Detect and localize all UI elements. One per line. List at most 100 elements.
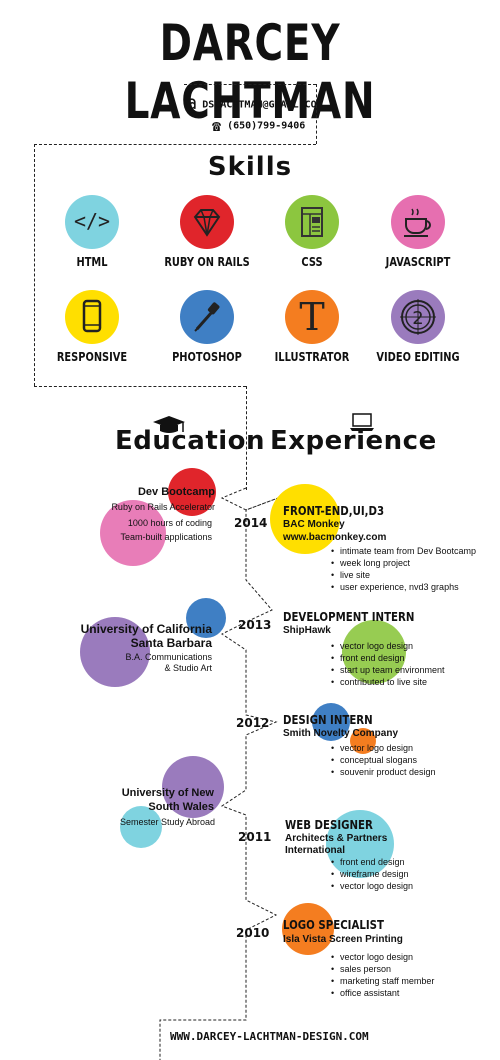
job-title: DEVELOPMENT INTERN	[283, 610, 415, 624]
job-title: FRONT-END,UI,D3	[283, 504, 385, 518]
skill-label: CSS	[301, 255, 323, 269]
coffee-cup-icon	[391, 195, 445, 249]
list-item: intimate team from Dev Bootcamp	[331, 545, 476, 557]
list-item: user experience, nvd3 graphs	[331, 581, 476, 593]
company-name: Architects & Partners	[285, 833, 388, 844]
film-countdown-icon: 2	[391, 290, 445, 344]
at-sign-icon: @	[186, 95, 197, 115]
list-item: vector logo design	[331, 742, 436, 754]
list-item: week long project	[331, 557, 476, 569]
year-label: 2014	[234, 516, 268, 530]
list-item: souvenir product design	[331, 766, 436, 778]
skill-illustrator: T ILLUSTRATOR	[257, 290, 367, 364]
year-label: 2013	[238, 618, 272, 632]
education-detail: Semester Study Abroad	[119, 817, 215, 827]
list-item: vector logo design	[331, 951, 434, 963]
skill-label: ILLUSTRATOR	[274, 350, 350, 364]
list-item: live site	[331, 569, 476, 581]
education-detail: Team-built applications	[120, 532, 212, 542]
education-dot	[162, 756, 224, 818]
skill-label: HTML	[76, 255, 108, 269]
dashed-path	[34, 144, 35, 386]
education-detail: B.A. Communications	[125, 652, 212, 662]
year-label: 2011	[238, 830, 272, 844]
skill-label: VIDEO EDITING	[376, 350, 460, 364]
company-name: BAC Monkey	[283, 519, 345, 530]
dashed-path	[246, 386, 247, 490]
list-item: vector logo design	[331, 880, 413, 892]
list-item: start up team environment	[331, 664, 445, 676]
education-dot	[168, 468, 216, 516]
education-dot	[100, 500, 166, 566]
list-item: office assistant	[331, 987, 434, 999]
job-title: LOGO SPECIALIST	[283, 918, 384, 932]
phone-row: ☎ (650)799-9406	[212, 117, 305, 135]
layout-icon	[285, 195, 339, 249]
job-title: WEB DESIGNER	[285, 818, 373, 832]
company-name: Isla Vista Screen Printing	[283, 934, 403, 945]
eyedropper-icon	[180, 290, 234, 344]
phone-text[interactable]: (650)799-9406	[227, 120, 306, 132]
experience-bullets: front end design wireframe design vector…	[330, 856, 413, 892]
experience-bullets: vector logo design conceptual slogans so…	[330, 742, 436, 778]
dashed-path	[184, 84, 316, 85]
skill-video-editing: 2 VIDEO EDITING	[363, 290, 473, 364]
education-dot	[120, 806, 162, 848]
skill-html: </> HTML	[37, 195, 147, 269]
svg-text:2: 2	[412, 308, 423, 329]
education-name: South Wales	[148, 801, 214, 813]
skill-javascript: JAVASCRIPT	[363, 195, 473, 269]
experience-bullets: vector logo design front end design star…	[330, 640, 445, 688]
education-detail: & Studio Art	[164, 663, 212, 673]
experience-dot	[282, 903, 334, 955]
code-icon: </>	[65, 195, 119, 249]
list-item: conceptual slogans	[331, 754, 436, 766]
skill-label: RUBY ON RAILS	[164, 255, 250, 269]
list-item: sales person	[331, 963, 434, 975]
telephone-icon: ☎	[212, 117, 222, 135]
skill-label: JAVASCRIPT	[385, 255, 451, 269]
email-text[interactable]: DSLACHTMAN@GMAIL.COM	[202, 99, 323, 111]
skill-photoshop: PHOTOSHOP	[152, 290, 262, 364]
list-item: vector logo design	[331, 640, 445, 652]
company-name: International	[285, 845, 346, 856]
company-name: ShipHawk	[283, 625, 331, 636]
education-name: University of California	[80, 622, 212, 636]
list-item: contributed to live site	[331, 676, 445, 688]
phone-icon	[65, 290, 119, 344]
letter-t-icon: T	[285, 290, 339, 344]
education-detail: 1000 hours of coding	[127, 518, 212, 528]
company-link[interactable]: www.bacmonkey.com	[283, 532, 387, 543]
company-name: Smith Novelty Company	[283, 728, 399, 739]
dashed-path	[316, 84, 317, 144]
education-title: Education	[115, 426, 266, 456]
experience-bullets: intimate team from Dev Bootcamp week lon…	[330, 545, 476, 593]
laptop-icon	[349, 412, 375, 437]
experience-dot	[270, 484, 340, 554]
list-item: front end design	[331, 652, 445, 664]
website-link[interactable]: WWW.DARCEY-LACHTMAN-DESIGN.COM	[170, 1030, 369, 1043]
skills-title: Skills	[207, 152, 293, 182]
experience-dot	[312, 703, 350, 741]
page-title: DARCEY LACHTMAN	[124, 14, 376, 130]
experience-title: Experience	[270, 426, 437, 456]
experience-bullets: vector logo design sales person marketin…	[330, 951, 434, 999]
list-item: wireframe design	[331, 868, 413, 880]
list-item: marketing staff member	[331, 975, 434, 987]
education-detail: Ruby on Rails Accelerator	[111, 502, 215, 512]
education-name: University of New	[121, 787, 214, 799]
skill-label: RESPONSIVE	[56, 350, 128, 364]
dashed-path	[34, 386, 246, 387]
skill-responsive: RESPONSIVE	[37, 290, 147, 364]
education-name: Dev Bootcamp	[137, 486, 215, 498]
year-label: 2012	[236, 716, 270, 730]
skill-css: CSS	[257, 195, 367, 269]
list-item: front end design	[331, 856, 413, 868]
graduation-cap-icon	[152, 414, 186, 441]
skill-label: PHOTOSHOP	[172, 350, 242, 364]
job-title: DESIGN INTERN	[283, 713, 373, 727]
education-name: Santa Barbara	[130, 636, 212, 650]
education-dot	[80, 617, 150, 687]
year-label: 2010	[236, 926, 270, 940]
